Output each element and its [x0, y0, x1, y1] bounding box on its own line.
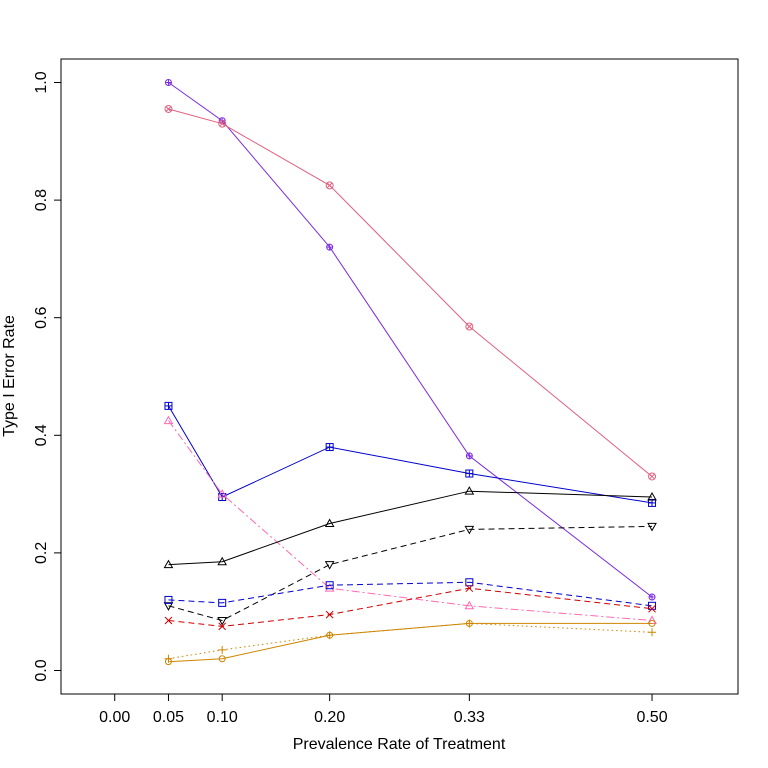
data-point-circle: [218, 119, 227, 128]
data-point-cross: [219, 120, 226, 127]
data-point-x: [465, 584, 474, 593]
series-line: [168, 108, 653, 477]
y-tick-label: 0.8: [33, 189, 50, 211]
series-line: [168, 82, 653, 598]
data-point-triangle-down: [217, 617, 228, 626]
series-line: [168, 525, 653, 622]
series-line: [168, 622, 652, 663]
data-point-triangle-down: [163, 602, 174, 611]
data-point-triangle: [217, 556, 228, 566]
series-red-x: [164, 584, 656, 631]
data-point-square: [325, 581, 334, 590]
series-black-inverted-triangle: [163, 522, 657, 626]
series-pink-triangle: [163, 415, 657, 625]
data-point-triangle: [464, 600, 475, 610]
series-pink-circle-x: [164, 104, 657, 481]
x-tick-label: 0.00: [99, 709, 130, 726]
y-tick-label: 0.6: [33, 306, 50, 328]
y-axis: 0.0 0.2 0.4 0.6 0.8 1.0: [33, 71, 62, 682]
data-point-x: [218, 622, 227, 631]
series-line: [168, 587, 653, 627]
data-point-cross: [165, 106, 172, 112]
data-point-square: [218, 598, 227, 607]
data-point-square: [465, 578, 474, 587]
data-point-triangle: [324, 583, 335, 592]
data-point-x: [325, 610, 334, 619]
series-gold-circle: [164, 619, 656, 666]
y-axis-title: Type I Error Rate: [1, 315, 18, 437]
data-point-triangle: [163, 559, 174, 569]
y-tick-label: 0.0: [33, 659, 50, 681]
x-tick-label: 0.33: [454, 709, 485, 726]
series-purple-circle-plus: [164, 79, 656, 601]
data-point-triangle-down: [464, 525, 475, 535]
data-point-cross: [326, 182, 333, 189]
data-point-triangle: [324, 518, 335, 527]
data-point-circle: [164, 104, 173, 113]
x-tick-label: 0.50: [636, 709, 667, 726]
x-tick-label: 0.10: [207, 709, 238, 726]
data-point-triangle: [464, 486, 475, 495]
data-point-x: [648, 604, 656, 613]
data-point-circle: [648, 472, 657, 481]
data-point-triangle-down: [324, 561, 335, 570]
series-line: [168, 405, 653, 504]
data-point-triangle: [647, 615, 657, 625]
data-point-circle: [648, 619, 656, 627]
data-point-triangle-down: [647, 522, 657, 532]
series-gold-plus: [164, 619, 657, 663]
data-point-triangle: [163, 415, 174, 425]
data-point-cross: [649, 473, 655, 480]
data-point-circle: [325, 181, 334, 190]
x-tick-label: 0.20: [314, 709, 345, 726]
series-blue-square: [164, 578, 657, 610]
y-tick-label: 0.2: [33, 542, 50, 564]
data-point-triangle: [647, 492, 657, 501]
data-point-circle: [218, 655, 226, 663]
series-black-triangle: [163, 486, 657, 569]
data-point-cross: [466, 323, 473, 330]
x-axis: 0.00 0.05 0.10 0.20 0.33 0.50: [99, 693, 668, 726]
series-line: [168, 490, 653, 566]
x-axis-title: Prevalence Rate of Treatment: [293, 736, 506, 753]
plot-frame: [60, 58, 739, 695]
data-point-x: [164, 616, 173, 625]
data-point-triangle: [217, 489, 228, 498]
series-blue-square-plus: [164, 401, 657, 507]
series-line: [168, 420, 653, 621]
x-tick-label: 0.05: [153, 709, 184, 726]
series-line: [168, 622, 653, 660]
data-point-circle: [465, 322, 474, 331]
series-layer: [163, 79, 657, 666]
y-tick-label: 1.0: [33, 71, 50, 93]
data-point-square: [164, 595, 173, 604]
series-line: [168, 581, 653, 607]
y-tick-label: 0.4: [33, 424, 50, 446]
